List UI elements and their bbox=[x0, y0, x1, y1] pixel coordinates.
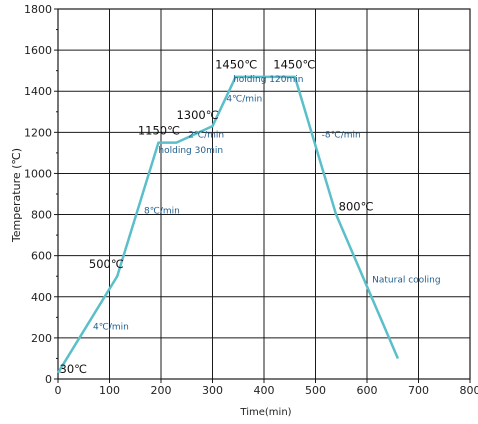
annotation-label: holding 30min bbox=[158, 146, 223, 156]
annotation-label: holding 120min bbox=[233, 75, 303, 85]
x-tick-label: 0 bbox=[55, 384, 62, 397]
x-tick-label: 100 bbox=[99, 384, 120, 397]
x-tick-label: 300 bbox=[202, 384, 223, 397]
point-label: 1150℃ bbox=[138, 123, 180, 137]
point-label: 1450℃ bbox=[215, 58, 257, 72]
annotation-label: 4℃/min bbox=[226, 95, 262, 105]
point-label: 1450℃ bbox=[273, 58, 315, 72]
series-line bbox=[56, 75, 400, 374]
y-axis-label: Temperature (℃) bbox=[10, 148, 23, 243]
axis-ticks: 0 100 200 300 400 500 600 700 800 0 200 400 600 800 10… bbox=[24, 3, 478, 397]
y-tick-label: 1200 bbox=[24, 126, 52, 139]
x-tick-label: 600 bbox=[357, 384, 378, 397]
annotations: 4℃/min 8℃/min holding 30min 2℃/min 4℃/min hol… bbox=[93, 75, 441, 333]
point-label: 30℃ bbox=[60, 362, 88, 376]
y-tick-label: 200 bbox=[31, 332, 52, 345]
point-label: 800℃ bbox=[339, 199, 374, 213]
x-tick-label: 800 bbox=[460, 384, 478, 397]
x-tick-label: 400 bbox=[254, 384, 275, 397]
annotation-label: 8℃/min bbox=[144, 207, 180, 217]
y-tick-label: 1400 bbox=[24, 85, 52, 98]
y-tick-label: 1800 bbox=[24, 3, 52, 16]
point-label: 500℃ bbox=[89, 257, 124, 271]
annotation-label: 2℃/min bbox=[188, 130, 224, 140]
annotation-label: 4℃/min bbox=[93, 323, 129, 333]
y-tick-label: 0 bbox=[45, 373, 52, 386]
y-tick-label: 1000 bbox=[24, 167, 52, 180]
x-tick-label: 500 bbox=[305, 384, 326, 397]
x-tick-label: 200 bbox=[151, 384, 172, 397]
y-tick-label: 1600 bbox=[24, 44, 52, 57]
y-tick-label: 600 bbox=[31, 250, 52, 263]
y-tick-label: 400 bbox=[31, 291, 52, 304]
y-tick-label: 800 bbox=[31, 209, 52, 222]
annotation-label: -8℃/min bbox=[322, 130, 361, 140]
x-axis-label: Time(min) bbox=[239, 407, 291, 418]
point-label: 1300℃ bbox=[176, 108, 218, 122]
annotation-label: Natural cooling bbox=[372, 275, 440, 285]
series bbox=[56, 75, 400, 374]
x-tick-label: 700 bbox=[408, 384, 429, 397]
